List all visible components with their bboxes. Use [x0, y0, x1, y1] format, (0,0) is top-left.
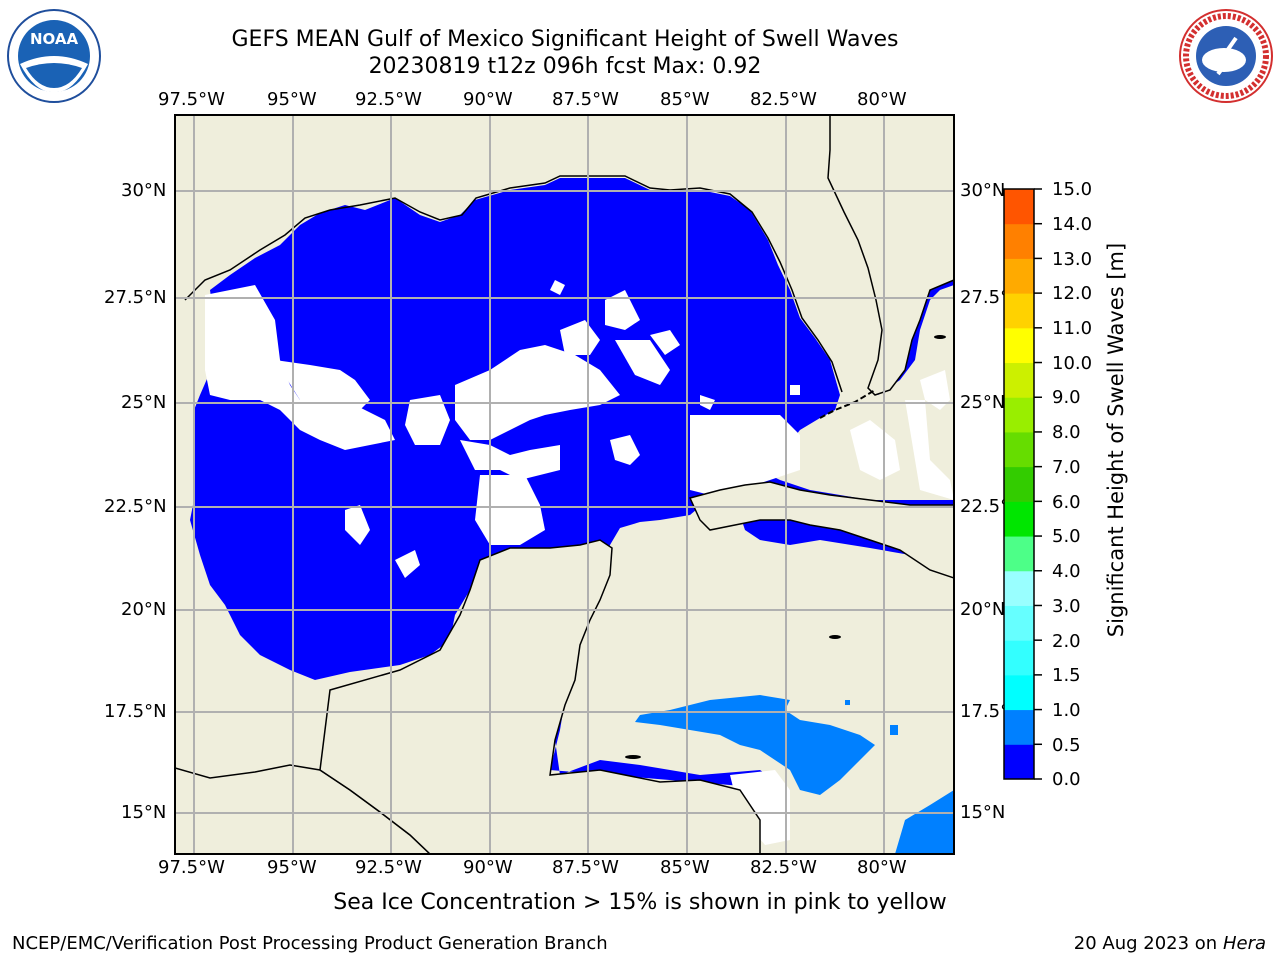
noaa-logo: NOAA — [7, 9, 101, 103]
colorbar-tick: 8.0 — [1052, 422, 1081, 443]
lat-label-left: 17.5°N — [104, 701, 167, 722]
colorbar-cell — [1004, 362, 1034, 398]
colorbar-tick: 9.0 — [1052, 387, 1081, 408]
chart-subtitle: 20230819 t12z 096h fcst Max: 0.92 — [368, 54, 762, 79]
colorbar-cell — [1004, 501, 1034, 537]
lon-label-bottom: 87.5°W — [552, 857, 619, 878]
chart-title: GEFS MEAN Gulf of Mexico Significant Hei… — [231, 27, 899, 52]
colorbar-cell — [1004, 744, 1034, 780]
lon-label-top: 97.5°W — [158, 89, 225, 110]
lat-label-left: 30°N — [121, 180, 167, 201]
colorbar-cell — [1004, 640, 1034, 676]
lon-label-bottom: 82.5°W — [750, 857, 817, 878]
lat-label-right: 15°N — [960, 802, 1006, 823]
colorbar-cell — [1004, 605, 1034, 641]
colorbar-tick: 12.0 — [1052, 283, 1093, 304]
colorbar-cell — [1004, 327, 1034, 364]
lon-label-top: 95°W — [267, 89, 317, 110]
colorbar-label: Significant Height of Swell Waves [m] — [1104, 242, 1128, 638]
colorbar-tick: 11.0 — [1052, 318, 1093, 339]
svg-text:NOAA: NOAA — [30, 30, 79, 48]
lon-label-bottom: 85°W — [660, 857, 710, 878]
lon-label-bottom: 90°W — [463, 857, 513, 878]
colorbar-tick: 1.0 — [1052, 700, 1081, 721]
lon-label-bottom: 97.5°W — [158, 857, 225, 878]
map-frame — [174, 114, 955, 855]
colorbar-cell — [1004, 189, 1034, 225]
colorbar-tick: 10.0 — [1052, 353, 1093, 374]
footer-credit: NCEP/EMC/Verification Post Processing Pr… — [12, 933, 608, 954]
colorbar-cell — [1004, 536, 1034, 572]
colorbar-tick: 0.0 — [1052, 769, 1081, 790]
colorbar-tick: 5.0 — [1052, 526, 1081, 547]
colorbar-tick: 4.0 — [1052, 561, 1081, 582]
colorbar-cell — [1004, 397, 1034, 433]
lat-label-left: 25°N — [121, 392, 167, 413]
colorbar-tick: 13.0 — [1052, 249, 1093, 270]
colorbar-cell — [1004, 570, 1034, 606]
colorbar-cell — [1004, 431, 1034, 468]
us-coastline — [184, 175, 843, 393]
colorbar-cell — [1004, 293, 1034, 329]
lat-label-right: 20°N — [960, 599, 1006, 620]
lon-label-bottom: 95°W — [267, 857, 317, 878]
colorbar — [1003, 188, 1042, 780]
colorbar-tick: 0.5 — [1052, 735, 1081, 756]
nws-logo — [1179, 9, 1273, 103]
lon-label-bottom: 80°W — [857, 857, 907, 878]
lon-label-bottom: 92.5°W — [355, 857, 422, 878]
lat-label-left: 27.5°N — [104, 287, 167, 308]
colorbar-cell — [1004, 223, 1034, 259]
gulf-water — [190, 115, 954, 854]
gridlines — [175, 115, 954, 854]
white-patches — [205, 280, 954, 845]
lon-label-top: 80°W — [857, 89, 907, 110]
lon-label-top: 87.5°W — [552, 89, 619, 110]
colorbar-tick: 1.5 — [1052, 665, 1081, 686]
colorbar-tick: 7.0 — [1052, 457, 1081, 478]
lon-label-top: 85°W — [660, 89, 710, 110]
footer-date-text: 20 Aug 2023 on — [1073, 933, 1218, 954]
lat-label-right: 25°N — [960, 392, 1006, 413]
colorbar-cell — [1004, 674, 1034, 711]
footer-machine: Hera — [1222, 933, 1266, 954]
lat-label-right: 30°N — [960, 180, 1006, 201]
colorbar-tick: 6.0 — [1052, 492, 1081, 513]
lon-label-top: 82.5°W — [750, 89, 817, 110]
colorbar-tick: 14.0 — [1052, 214, 1093, 235]
colorbar-tick: 3.0 — [1052, 596, 1081, 617]
lat-label-left: 15°N — [121, 802, 167, 823]
lon-label-top: 92.5°W — [355, 89, 422, 110]
sea-ice-note: Sea Ice Concentration > 15% is shown in … — [333, 890, 947, 915]
lon-label-top: 90°W — [463, 89, 513, 110]
colorbar-cell — [1004, 709, 1034, 745]
colorbar-tick: 2.0 — [1052, 631, 1081, 652]
colorbar-cell — [1004, 258, 1034, 294]
lat-label-left: 20°N — [121, 599, 167, 620]
footer-date: 20 Aug 2023 on Hera — [1074, 933, 1266, 954]
colorbar-tick: 15.0 — [1052, 179, 1093, 200]
lat-label-left: 22.5°N — [104, 496, 167, 517]
colorbar-cell — [1004, 466, 1034, 502]
